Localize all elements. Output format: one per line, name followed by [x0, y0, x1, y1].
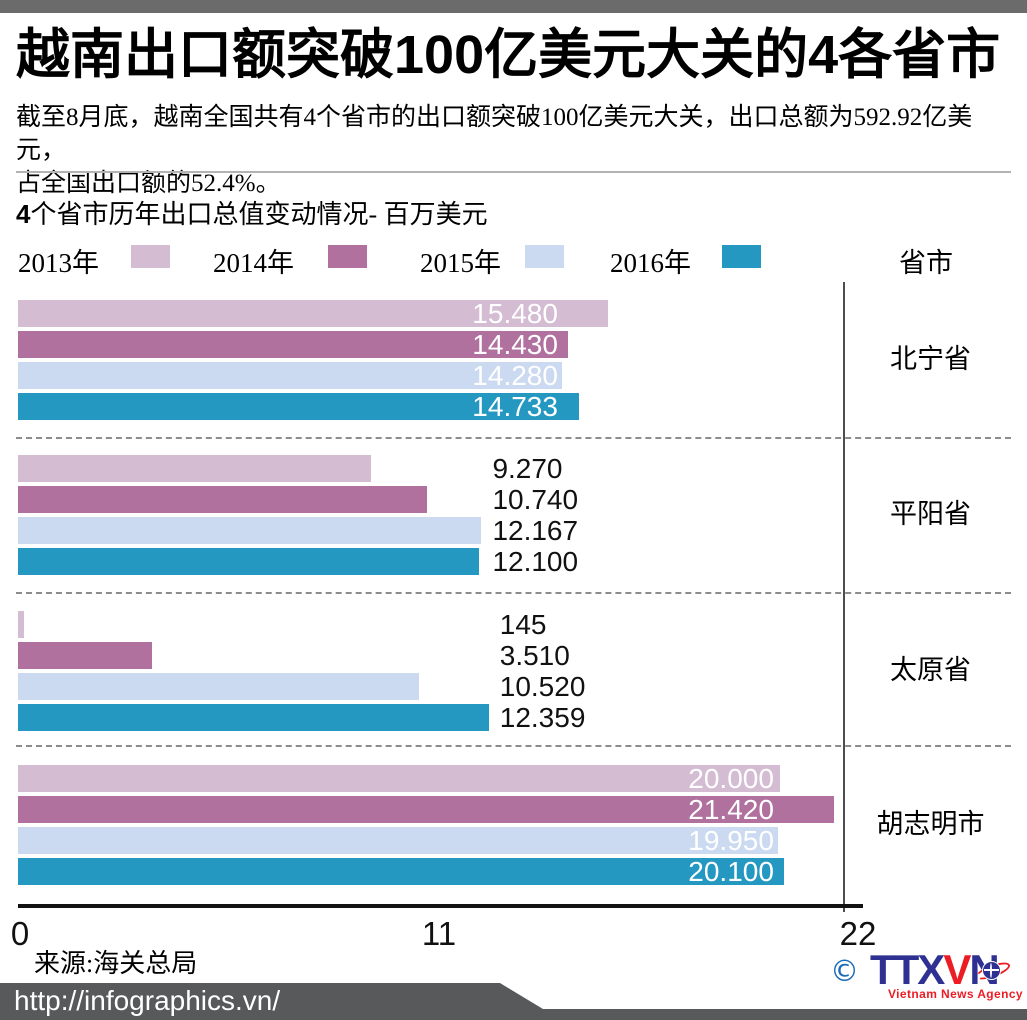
- bar: [18, 796, 834, 823]
- bar-value-label: 10.740: [492, 484, 579, 515]
- bar-value-label: 12.100: [492, 546, 579, 577]
- bar-value-label: 12.359: [499, 702, 586, 733]
- bar: [18, 362, 562, 389]
- bar-value-label: 19.950: [688, 825, 774, 856]
- logo-tagline: Vietnam News Agency: [888, 987, 1023, 1001]
- bar: [18, 673, 419, 700]
- legend-swatch: [131, 245, 170, 268]
- logo-v: V: [943, 946, 971, 993]
- title-segment: 越南出口额突破: [16, 25, 394, 85]
- bar: [18, 611, 24, 638]
- section-divider: [16, 171, 1011, 173]
- logo-ttx: TTX: [870, 946, 945, 993]
- x-axis-tick: 22: [839, 915, 877, 952]
- bar-value-label: 145: [499, 609, 547, 640]
- bar-value-label: 14.280: [472, 360, 558, 391]
- title-segment: 各省市: [838, 25, 1001, 85]
- bar-value-label: 14.430: [472, 329, 558, 360]
- globe-icon: [982, 961, 1001, 980]
- chart-title: 4个省市历年出口总值变动情况- 百万美元: [16, 194, 916, 231]
- bar: [18, 300, 608, 327]
- category-label: 胡志明市: [876, 809, 985, 839]
- category-column-header: 省市: [899, 248, 953, 278]
- logo-letters: TTXVN: [870, 946, 1000, 994]
- legend-swatch: [722, 245, 761, 268]
- bar: [18, 765, 780, 792]
- title-segment: 亿美元大关的: [484, 25, 809, 85]
- bar: [18, 827, 778, 854]
- bar-value-label: 21.420: [688, 794, 774, 825]
- source-note: 来源:海关总局: [34, 949, 198, 978]
- legend-label: 2015年: [420, 248, 501, 278]
- bar: [18, 642, 152, 669]
- x-axis-line: [18, 904, 863, 908]
- group-separator: [16, 745, 1011, 747]
- bar: [18, 858, 784, 885]
- category-label: 太原省: [890, 655, 971, 685]
- legend-label: 2014年: [213, 248, 294, 278]
- bar-value-label: 20.100: [688, 856, 774, 887]
- bar-value-label: 9.270: [492, 453, 563, 484]
- bar-value-label: 3.510: [499, 640, 570, 671]
- legend-label: 2013年: [18, 248, 99, 278]
- category-label: 平阳省: [890, 499, 971, 529]
- bar-value-label: 15.480: [472, 298, 558, 329]
- footer-url: http://infographics.vn/: [14, 985, 281, 1016]
- ttxvn-logo: © TTXVN Vietnam News Agency: [826, 944, 1026, 1004]
- bar: [18, 548, 479, 575]
- subtitle-line: 占全国出口额的52.4%。: [16, 170, 281, 197]
- bar-value-label: 12.167: [492, 515, 579, 546]
- title-segment: 个省市历年出口总值变动情况- 百万美元: [30, 200, 488, 229]
- bar-value-label: 10.520: [499, 671, 586, 702]
- x-axis-tick: 0: [10, 915, 30, 952]
- bar: [18, 393, 580, 420]
- legend-label: 2016年: [610, 248, 691, 278]
- bar: [18, 455, 372, 482]
- category-divider-line: [843, 282, 845, 912]
- group-separator: [16, 437, 1011, 439]
- subtitle-line: 截至8月底，越南全国共有4个省市的出口额突破100亿美元大关，出口总额为592.…: [16, 104, 973, 164]
- title-segment: 4: [16, 199, 31, 229]
- bar-value-label: 14.733: [472, 391, 558, 422]
- x-axis-tick: 11: [421, 915, 457, 952]
- bar: [18, 704, 489, 731]
- top-accent-bar: [0, 0, 1027, 13]
- bar-value-label: 20.000: [688, 763, 774, 794]
- category-label: 北宁省: [890, 344, 971, 374]
- bar: [18, 517, 482, 544]
- page-title: 越南出口额突破100亿美元大关的4各省市: [16, 24, 1016, 86]
- bar: [18, 486, 428, 513]
- legend-swatch: [328, 245, 367, 268]
- title-segment: 4: [808, 25, 839, 85]
- bar: [18, 331, 568, 358]
- legend-swatch: [525, 245, 564, 268]
- group-separator: [16, 592, 1011, 594]
- title-segment: 100: [394, 25, 485, 85]
- copyright-icon: ©: [830, 954, 859, 988]
- page-subtitle: 截至8月底，越南全国共有4个省市的出口额突破100亿美元大关，出口总额为592.…: [16, 101, 1018, 200]
